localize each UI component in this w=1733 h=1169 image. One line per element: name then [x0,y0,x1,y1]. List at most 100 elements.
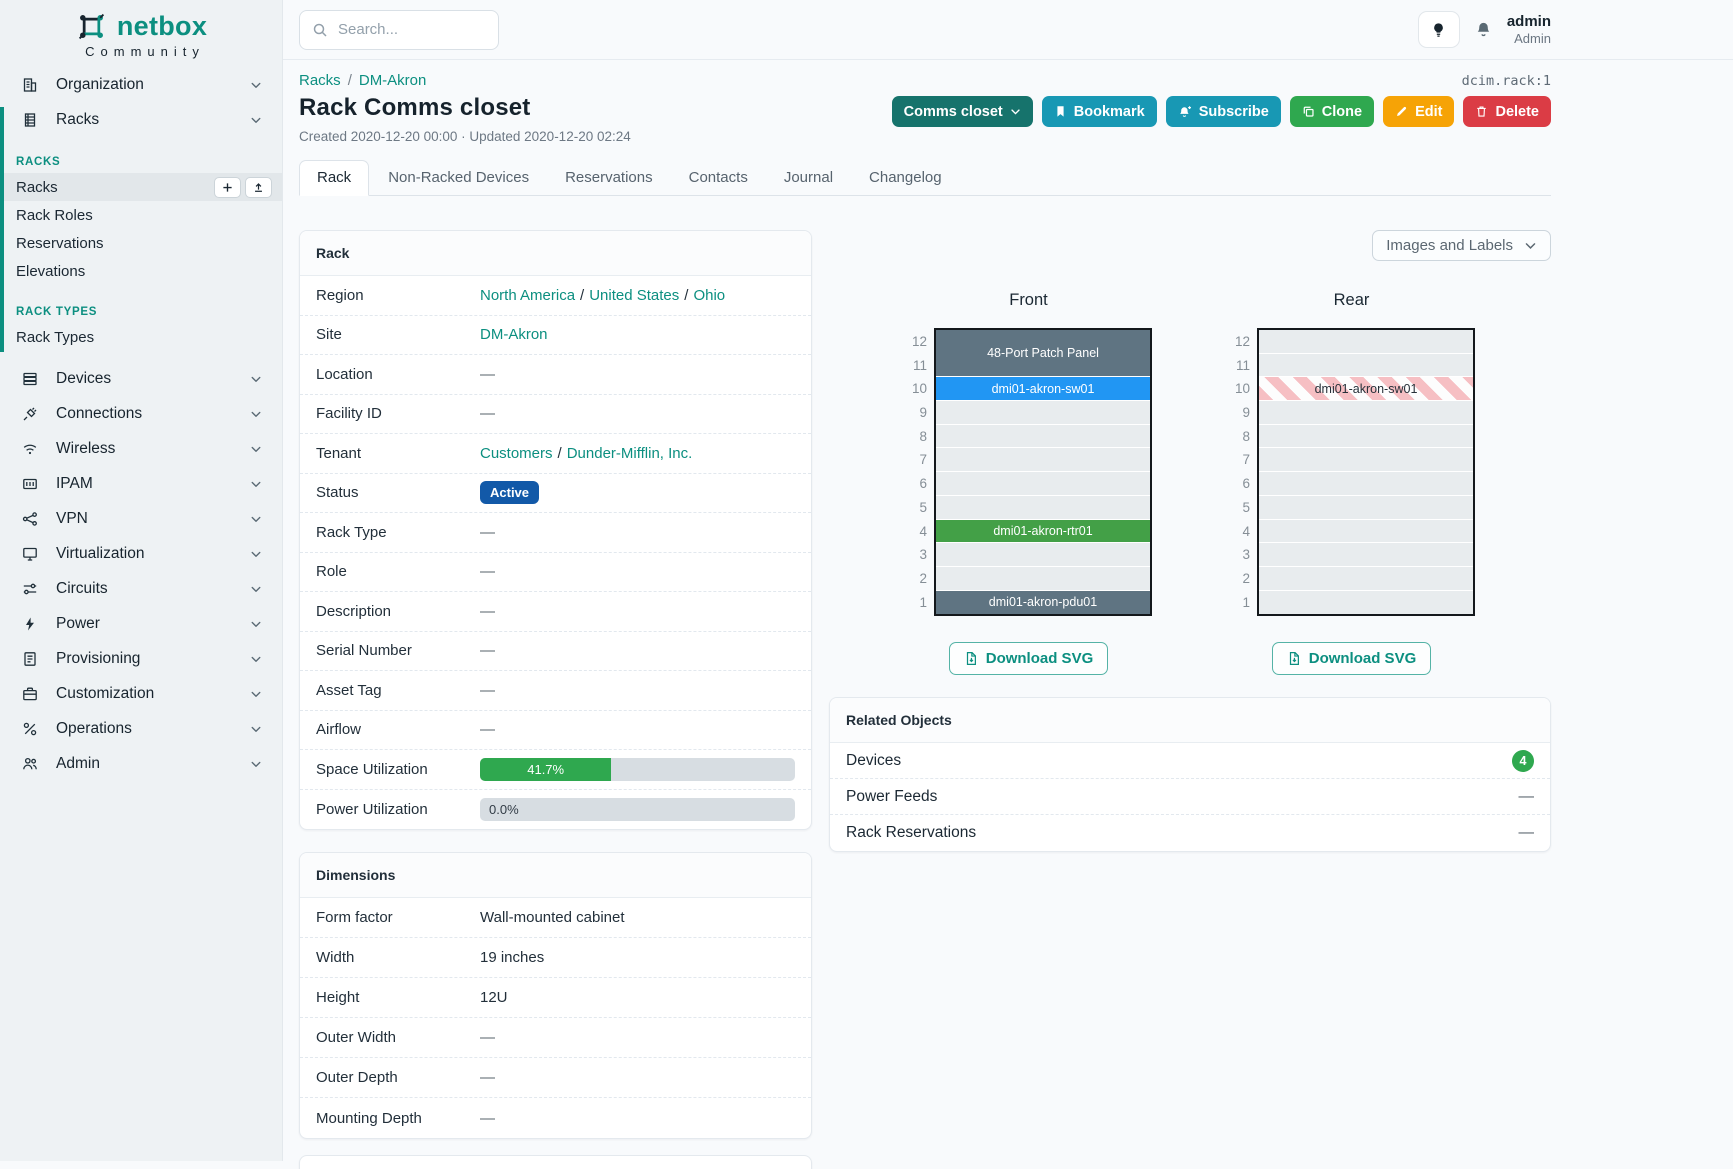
rack-unit-empty[interactable] [936,448,1150,473]
customization-icon [22,686,41,702]
sidebar-item-rack-roles[interactable]: Rack Roles [16,206,93,224]
sidebar-item-racks-list[interactable]: Racks [0,173,282,201]
rack-device-pdu01[interactable]: dmi01-akron-pdu01 [936,590,1150,615]
rack-device-patch-panel[interactable]: 48-Port Patch Panel [936,330,1150,378]
provisioning-icon [22,651,41,667]
sidebar-item-racks[interactable]: Racks [0,102,282,137]
chevron-down-icon [1524,239,1537,252]
tab-reservations[interactable]: Reservations [565,169,653,186]
rack-device-rtr01[interactable]: dmi01-akron-rtr01 [936,519,1150,544]
subscribe-button[interactable]: Subscribe [1165,96,1281,127]
device-menu-button[interactable]: Comms closet [891,96,1033,127]
rack-unit-empty[interactable] [1259,495,1473,520]
notifications-button[interactable] [1475,21,1492,38]
tab-changelog[interactable]: Changelog [869,169,942,186]
sidebar-item-customization[interactable]: Customization [0,676,282,711]
detail-row-outer-depth: Outer Depth — [300,1058,811,1098]
rack-unit-empty[interactable] [1259,519,1473,544]
tenant-group-link[interactable]: Customers [480,444,553,462]
rack-unit-empty[interactable] [1259,590,1473,615]
sidebar-item-elevations[interactable]: Elevations [16,262,86,280]
section-label-racks: RACKS [16,156,61,168]
trash-icon [1475,105,1488,118]
rack-unit-empty[interactable] [936,495,1150,520]
bookmark-icon [1054,105,1067,118]
rack-unit-empty[interactable] [1259,543,1473,567]
add-rack-button[interactable] [214,176,241,198]
rack-device-sw01[interactable]: dmi01-akron-sw01 [936,377,1150,402]
sidebar-item-operations[interactable]: Operations [0,711,282,746]
connections-icon [22,406,41,422]
sidebar-item-wireless[interactable]: Wireless [0,431,282,466]
rack-unit-empty[interactable] [1259,353,1473,378]
detail-row-power-utilization: Power Utilization 0.0% [300,790,811,830]
rack-unit-empty[interactable] [936,543,1150,567]
sidebar-item-vpn[interactable]: VPN [0,501,282,536]
elevation-view-dropdown[interactable]: Images and Labels [1372,230,1551,261]
clone-button[interactable]: Clone [1289,96,1375,127]
rack-device-sw01-rear[interactable]: dmi01-akron-sw01 [1259,377,1473,402]
related-row-devices[interactable]: Devices 4 [830,743,1550,780]
rack-unit-empty[interactable] [1259,401,1473,425]
theme-toggle-button[interactable] [1417,11,1460,48]
rack-unit-empty[interactable] [1259,330,1473,354]
created-updated-meta: Created 2020-12-20 00:00 · Updated 2020-… [299,129,631,144]
brand[interactable]: netbox [0,0,282,43]
rack-unit-empty[interactable] [1259,472,1473,496]
user-menu[interactable]: admin Admin [1507,13,1551,47]
delete-button[interactable]: Delete [1463,96,1551,127]
import-rack-button[interactable] [245,176,272,198]
detail-row-space-utilization: Space Utilization 41.7% [300,750,811,790]
sidebar-item-connections[interactable]: Connections [0,396,282,431]
search-box[interactable] [299,9,499,50]
region-link[interactable]: United States [589,286,680,304]
sidebar-item-rack-types[interactable]: Rack Types [16,328,95,346]
sidebar-item-devices[interactable]: Devices [0,361,282,396]
site-link[interactable]: DM-Akron [480,326,548,344]
rack-unit-empty[interactable] [1259,448,1473,473]
rack-unit-empty[interactable] [936,424,1150,449]
sidebar-item-ipam[interactable]: IPAM [0,466,282,501]
rack-unit-empty[interactable] [1259,424,1473,449]
chevron-down-icon [250,513,262,525]
sidebar-item-virtualization[interactable]: Virtualization [0,536,282,571]
chevron-down-icon [250,723,262,735]
chevron-down-icon [250,653,262,665]
operations-icon [22,721,41,737]
breadcrumb: Racks / DM-Akron dcim.rack:1 [299,72,1551,89]
sidebar-item-admin[interactable]: Admin [0,746,282,781]
sidebar-item-power[interactable]: Power [0,606,282,641]
rack-unit-empty[interactable] [936,401,1150,425]
download-svg-front-button[interactable]: Download SVG [948,642,1109,676]
organization-icon [22,77,41,93]
detail-row-location: Location — [300,355,811,395]
rack-unit-empty[interactable] [936,566,1150,591]
ipam-icon [22,476,41,492]
sidebar-item-reservations[interactable]: Reservations [16,234,104,252]
rack-unit-empty[interactable] [936,472,1150,496]
circuits-icon [22,581,41,597]
download-svg-rear-button[interactable]: Download SVG [1271,642,1432,676]
edit-button[interactable]: Edit [1383,96,1455,127]
sidebar-item-circuits[interactable]: Circuits [0,571,282,606]
breadcrumb-racks-link[interactable]: Racks [299,72,341,89]
bookmark-button[interactable]: Bookmark [1041,96,1157,127]
chevron-down-icon [250,758,262,770]
rear-elevation: Rear 12 11 10 9 8 7 6 5 [1228,291,1475,676]
rack-unit-empty[interactable] [1259,566,1473,591]
related-row-rack-reservations[interactable]: Rack Reservations — [846,824,1534,842]
tenant-link[interactable]: Dunder-Mifflin, Inc. [566,444,693,462]
search-input[interactable] [338,21,468,38]
tab-journal[interactable]: Journal [783,169,834,186]
tab-contacts[interactable]: Contacts [688,169,748,186]
tab-non-racked-devices[interactable]: Non-Racked Devices [388,169,530,186]
tab-rack[interactable]: Rack [299,160,370,196]
breadcrumb-site-link[interactable]: DM-Akron [358,72,427,89]
region-link[interactable]: Ohio [693,286,726,304]
object-id: dcim.rack:1 [1461,72,1551,89]
region-link[interactable]: North America [480,286,576,304]
related-row-power-feeds[interactable]: Power Feeds — [830,779,1550,816]
sidebar-item-provisioning[interactable]: Provisioning [0,641,282,676]
sidebar-item-organization[interactable]: Organization [0,67,282,102]
